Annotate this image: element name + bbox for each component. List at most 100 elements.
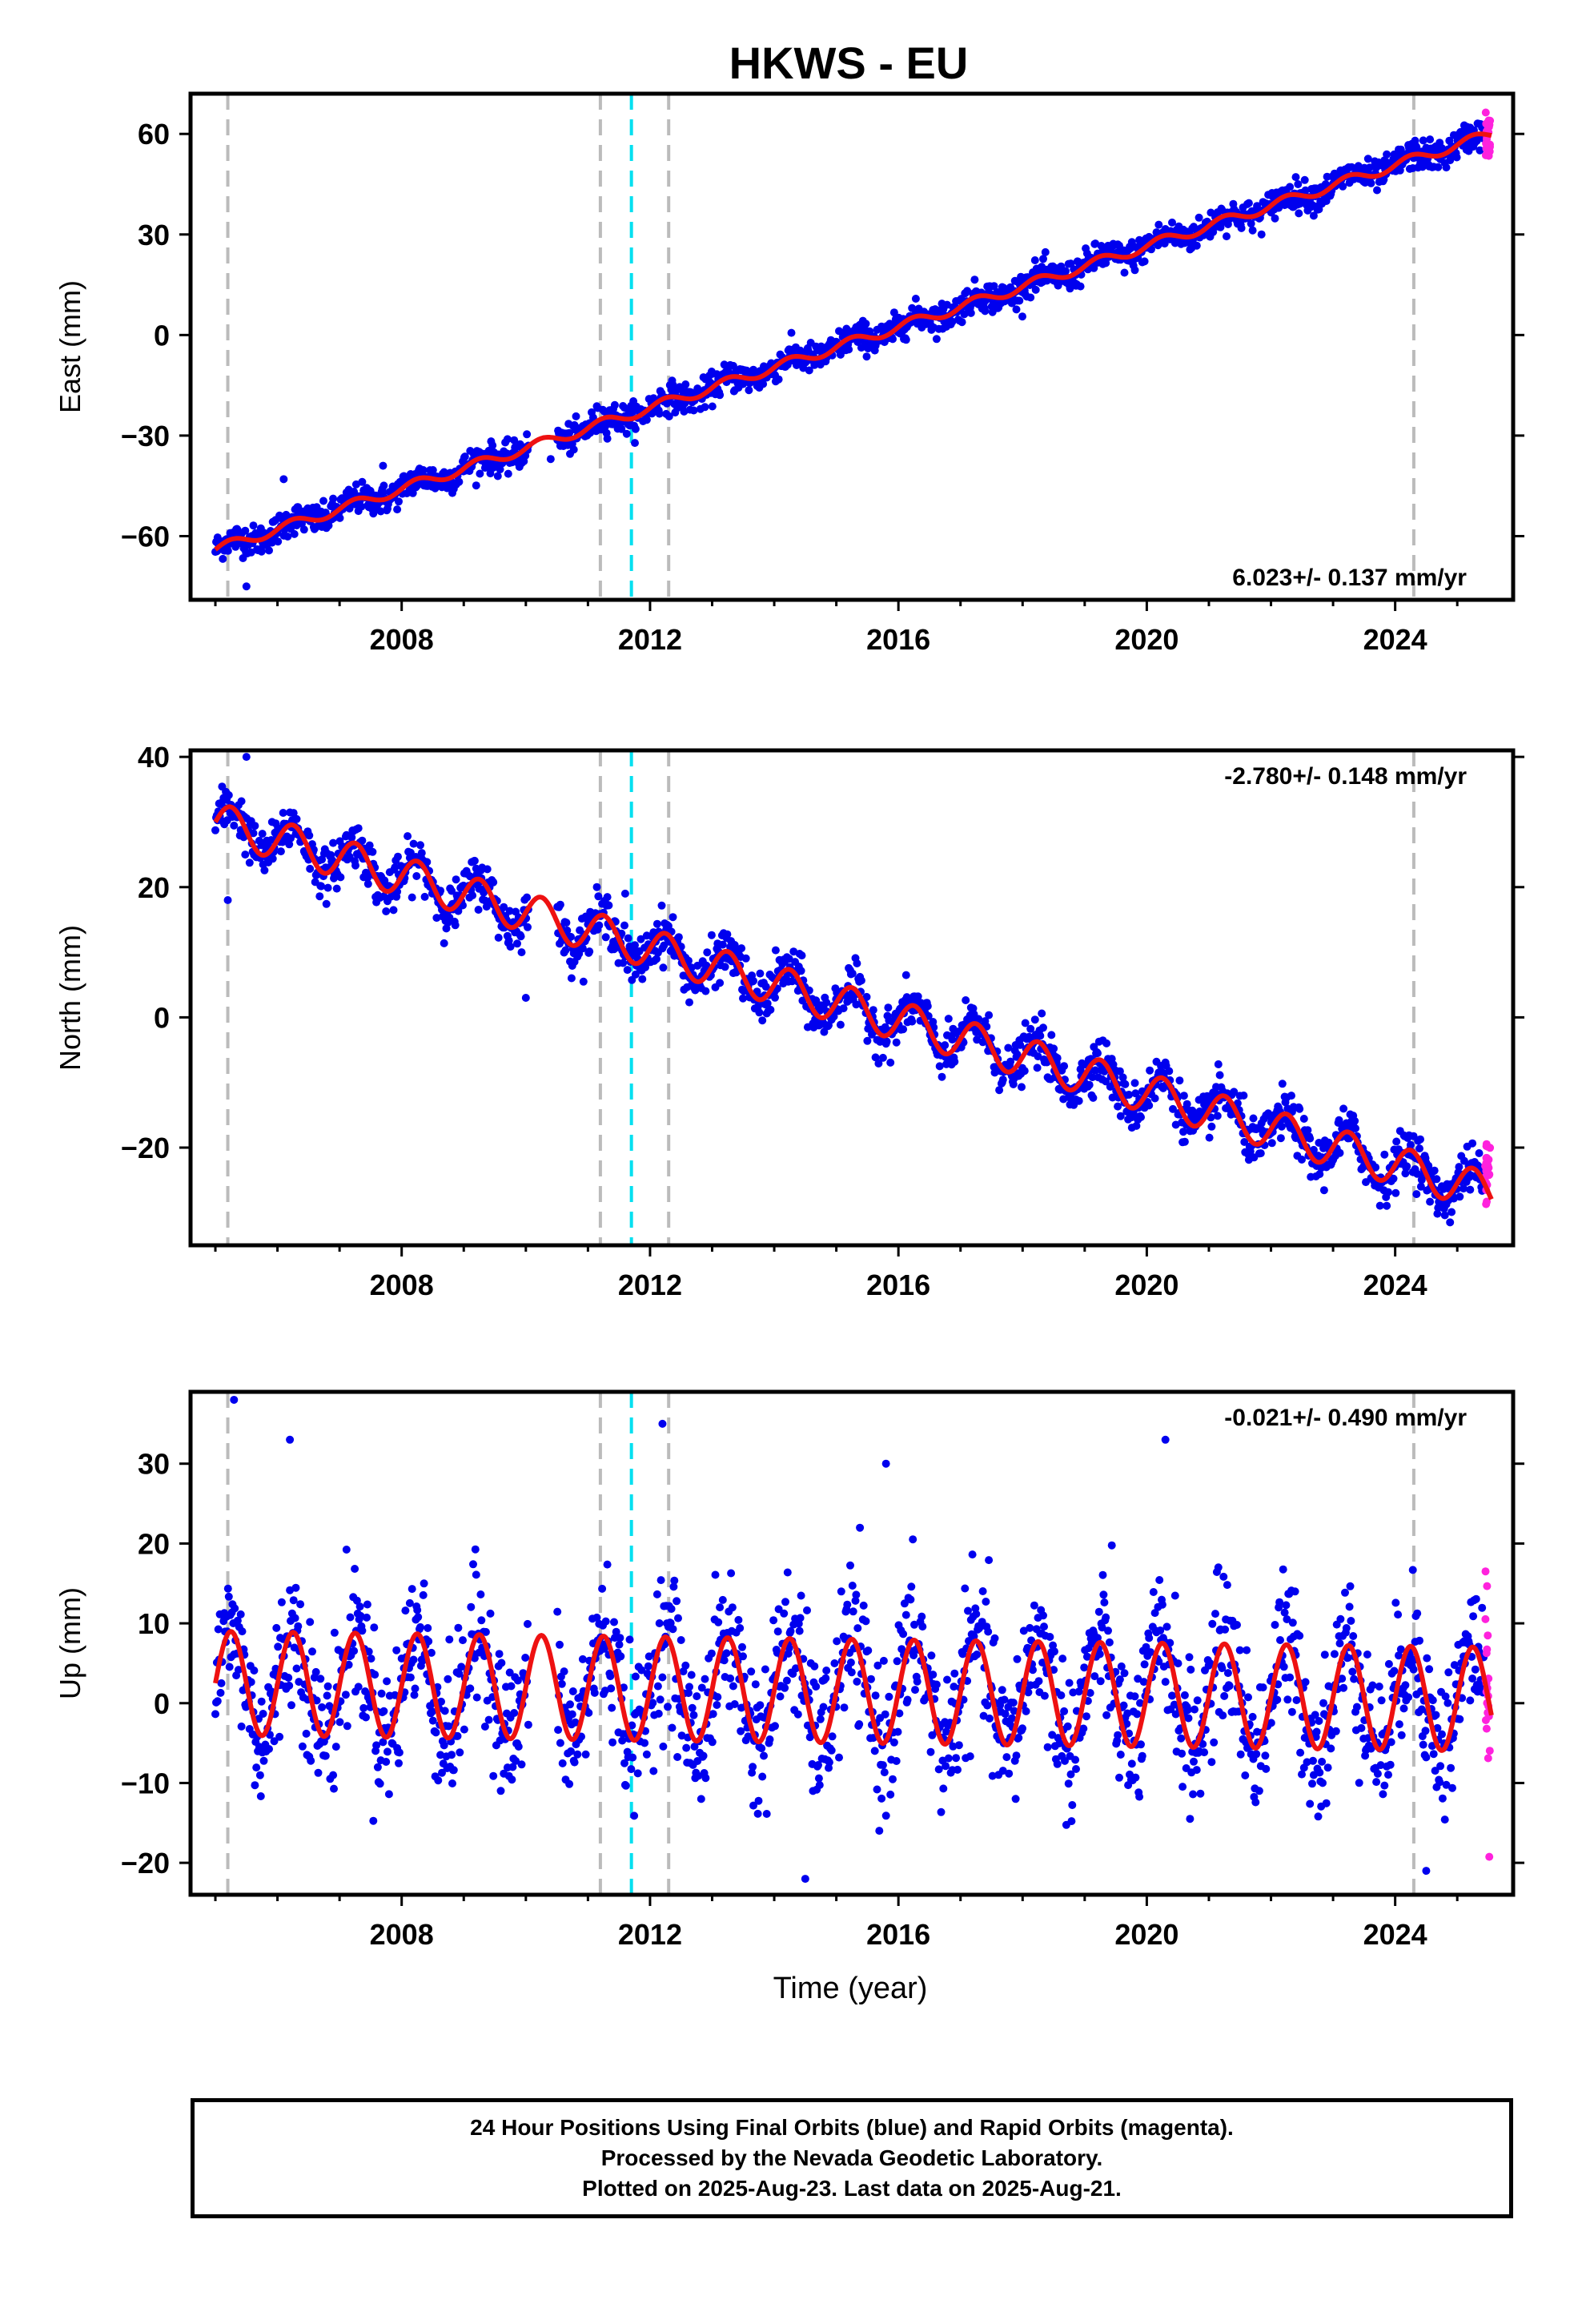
- final-orbit-point: [722, 1649, 731, 1658]
- final-orbit-point: [653, 1682, 662, 1691]
- final-orbit-point: [355, 1602, 364, 1611]
- final-orbit-point: [666, 1618, 675, 1627]
- final-orbit-point: [460, 1725, 468, 1734]
- final-orbit-point: [1108, 1093, 1117, 1102]
- final-orbit-point: [444, 1675, 452, 1683]
- final-orbit-point: [578, 1655, 587, 1663]
- final-orbit-point: [459, 1636, 467, 1645]
- final-orbit-point: [674, 933, 683, 942]
- final-orbit-point: [1371, 1163, 1380, 1172]
- final-orbit-point: [610, 400, 619, 409]
- final-orbit-point: [1104, 1626, 1112, 1635]
- final-orbit-point: [703, 948, 712, 957]
- final-orbit-point: [744, 1732, 753, 1741]
- final-orbit-point: [758, 1772, 767, 1781]
- final-orbit-point: [234, 1666, 243, 1675]
- final-orbit-point: [1363, 155, 1372, 163]
- final-orbit-point: [913, 992, 922, 1001]
- final-orbit-point: [1179, 1128, 1187, 1136]
- final-orbit-point: [966, 308, 975, 317]
- final-orbit-point: [899, 1025, 908, 1034]
- final-orbit-point: [843, 1600, 852, 1609]
- final-orbit-point: [1206, 1659, 1215, 1667]
- final-orbit-point: [1048, 1731, 1057, 1739]
- final-orbit-point: [1013, 1655, 1022, 1663]
- final-orbit-point: [354, 824, 363, 833]
- y-tick-label: −30: [121, 420, 170, 452]
- final-orbit-point: [377, 1689, 386, 1698]
- final-orbit-point: [312, 1696, 321, 1705]
- final-orbit-point: [986, 1714, 994, 1723]
- final-orbit-point: [737, 1727, 745, 1735]
- final-orbit-point: [472, 1693, 481, 1702]
- final-orbit-point: [1419, 136, 1427, 145]
- final-orbit-point: [893, 1727, 902, 1736]
- final-orbit-point: [708, 1738, 717, 1747]
- final-orbit-point: [761, 983, 770, 991]
- final-orbit-point: [444, 1722, 453, 1731]
- final-orbit-point: [1168, 1691, 1176, 1700]
- final-orbit-point: [720, 1656, 729, 1665]
- final-orbit-point: [1162, 1622, 1171, 1631]
- final-orbit-point: [716, 1603, 725, 1612]
- final-orbit-point: [1466, 1185, 1475, 1194]
- final-orbit-point: [758, 1016, 767, 1025]
- final-orbit-point: [655, 1619, 664, 1627]
- final-orbit-point: [1069, 1688, 1078, 1697]
- final-orbit-point: [1303, 1126, 1312, 1135]
- final-orbit-point: [1004, 1043, 1013, 1052]
- final-orbit-point: [952, 1754, 961, 1763]
- final-orbit-point: [1221, 1625, 1230, 1634]
- final-orbit-point: [673, 1753, 682, 1761]
- final-orbit-point: [1166, 1638, 1174, 1647]
- final-orbit-point: [889, 1775, 897, 1783]
- final-orbit-point: [241, 850, 250, 859]
- final-orbit-point: [1026, 293, 1035, 302]
- final-orbit-point: [774, 375, 783, 384]
- final-orbit-point: [322, 899, 331, 908]
- final-orbit-point: [1185, 1653, 1194, 1662]
- final-orbit-point: [394, 852, 402, 861]
- final-orbit-point: [279, 809, 287, 817]
- final-orbit-point: [730, 1700, 739, 1708]
- final-orbit-point: [331, 1743, 340, 1751]
- final-orbit-point: [751, 1680, 760, 1689]
- final-orbit-point: [1011, 1795, 1020, 1803]
- final-orbit-point: [1146, 1066, 1154, 1075]
- final-orbit-point: [298, 1742, 307, 1751]
- final-orbit-point: [259, 1756, 268, 1765]
- y-axis-label: East (mm): [54, 280, 86, 413]
- final-orbit-point: [1271, 214, 1279, 223]
- final-orbit-point: [1050, 1044, 1058, 1053]
- final-orbit-point: [383, 1677, 391, 1686]
- final-orbit-point: [223, 546, 232, 555]
- final-orbit-point: [1149, 1588, 1158, 1596]
- final-orbit-point: [1066, 1770, 1075, 1779]
- final-orbit-point: [1323, 1763, 1332, 1772]
- final-orbit-point: [709, 1710, 717, 1719]
- final-orbit-point: [418, 1656, 427, 1665]
- final-orbit-point: [1251, 1798, 1260, 1807]
- final-orbit-point: [1170, 1591, 1179, 1600]
- final-orbit-point: [984, 1627, 993, 1636]
- final-orbit-point: [1085, 1080, 1094, 1089]
- final-orbit-point: [601, 933, 610, 942]
- final-orbit-point: [1140, 257, 1149, 266]
- final-orbit-point: [1287, 1092, 1295, 1100]
- final-orbit-point: [1018, 312, 1026, 321]
- final-orbit-point: [1475, 1149, 1484, 1157]
- final-orbit-point: [990, 282, 998, 291]
- final-orbit-point: [351, 480, 360, 489]
- final-orbit-point: [644, 1662, 652, 1671]
- final-orbit-point: [1282, 1601, 1291, 1610]
- final-orbit-point: [562, 919, 571, 927]
- final-orbit-point: [1199, 1739, 1207, 1748]
- final-orbit-point: [734, 1615, 743, 1624]
- final-orbit-point: [603, 1560, 612, 1569]
- final-orbit-point: [810, 1662, 819, 1671]
- final-orbit-point: [669, 913, 677, 922]
- final-orbit-point: [739, 1652, 747, 1661]
- final-orbit-point: [1335, 1639, 1344, 1648]
- final-orbit-point: [272, 1623, 281, 1632]
- final-orbit-point: [1115, 1067, 1124, 1076]
